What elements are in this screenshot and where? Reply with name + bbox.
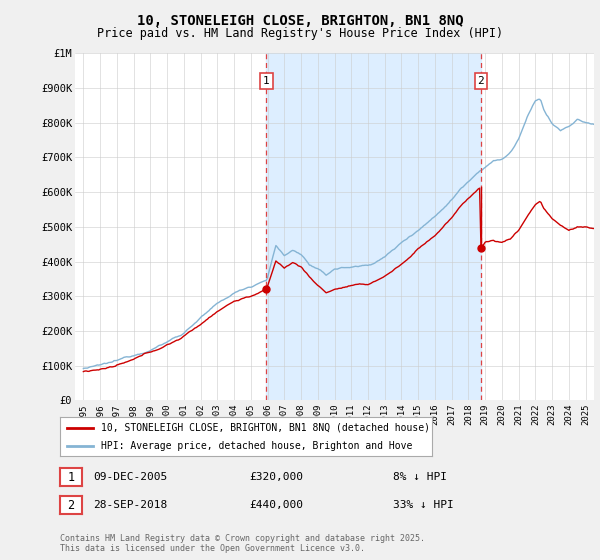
Text: 33% ↓ HPI: 33% ↓ HPI [393,500,454,510]
Text: HPI: Average price, detached house, Brighton and Hove: HPI: Average price, detached house, Brig… [101,441,412,451]
Bar [266,53,481,400]
Text: 09-DEC-2005: 09-DEC-2005 [93,472,167,482]
Text: Contains HM Land Registry data © Crown copyright and database right 2025.
This d: Contains HM Land Registry data © Crown c… [60,534,425,553]
Text: 8% ↓ HPI: 8% ↓ HPI [393,472,447,482]
Text: 10, STONELEIGH CLOSE, BRIGHTON, BN1 8NQ (detached house): 10, STONELEIGH CLOSE, BRIGHTON, BN1 8NQ … [101,423,430,433]
Text: 1: 1 [68,470,74,484]
Text: 28-SEP-2018: 28-SEP-2018 [93,500,167,510]
Text: £440,000: £440,000 [249,500,303,510]
Text: 2: 2 [68,498,74,512]
Text: £320,000: £320,000 [249,472,303,482]
Text: 1: 1 [263,76,270,86]
Text: 2: 2 [478,76,484,86]
Text: 10, STONELEIGH CLOSE, BRIGHTON, BN1 8NQ: 10, STONELEIGH CLOSE, BRIGHTON, BN1 8NQ [137,14,463,28]
Text: Price paid vs. HM Land Registry's House Price Index (HPI): Price paid vs. HM Land Registry's House … [97,27,503,40]
